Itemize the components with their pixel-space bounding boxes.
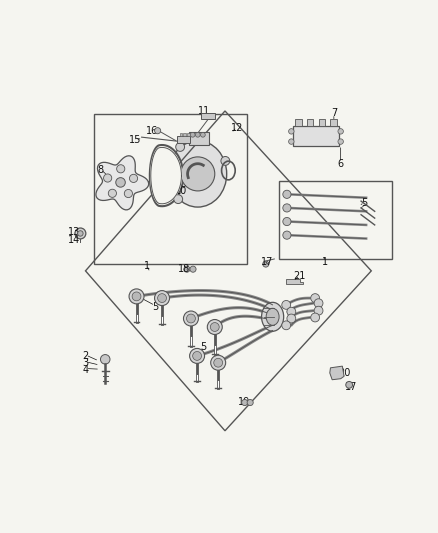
- Circle shape: [207, 319, 222, 335]
- Circle shape: [210, 355, 225, 370]
- Text: 1: 1: [143, 261, 149, 271]
- Bar: [183, 133, 185, 136]
- Circle shape: [129, 174, 137, 182]
- Text: 11: 11: [198, 106, 210, 116]
- Circle shape: [345, 382, 352, 388]
- Text: 18: 18: [178, 264, 190, 274]
- Ellipse shape: [169, 141, 226, 207]
- Circle shape: [286, 307, 295, 316]
- Circle shape: [186, 314, 195, 323]
- Circle shape: [282, 190, 290, 198]
- Circle shape: [314, 299, 322, 308]
- Polygon shape: [285, 279, 303, 285]
- Circle shape: [241, 399, 247, 406]
- Circle shape: [100, 354, 110, 364]
- Circle shape: [220, 157, 229, 165]
- Circle shape: [132, 292, 141, 301]
- Text: 5: 5: [360, 198, 367, 208]
- Text: 15: 15: [128, 135, 141, 145]
- Text: 17: 17: [261, 257, 273, 268]
- Circle shape: [183, 311, 198, 326]
- Circle shape: [116, 177, 125, 187]
- Circle shape: [154, 127, 160, 134]
- Circle shape: [190, 132, 194, 137]
- Circle shape: [189, 349, 204, 364]
- Circle shape: [262, 261, 268, 267]
- Circle shape: [337, 128, 343, 134]
- Text: 1: 1: [321, 257, 328, 268]
- Circle shape: [288, 128, 293, 134]
- Ellipse shape: [261, 302, 283, 331]
- Circle shape: [281, 301, 290, 309]
- Circle shape: [310, 313, 319, 322]
- Text: 5: 5: [199, 342, 205, 352]
- Bar: [330, 119, 336, 126]
- Bar: [293, 126, 338, 146]
- Circle shape: [78, 231, 83, 236]
- Polygon shape: [329, 366, 343, 379]
- Circle shape: [75, 228, 86, 239]
- Bar: [177, 136, 190, 143]
- Text: 13: 13: [67, 227, 80, 237]
- Text: 19: 19: [237, 397, 249, 407]
- Text: 16: 16: [145, 126, 158, 136]
- Circle shape: [190, 266, 196, 272]
- Circle shape: [213, 358, 222, 367]
- Text: 17: 17: [344, 382, 356, 392]
- Bar: [187, 133, 189, 136]
- Polygon shape: [150, 148, 181, 204]
- Text: 3: 3: [82, 358, 88, 368]
- Text: 7: 7: [330, 108, 336, 118]
- Circle shape: [337, 139, 343, 144]
- Circle shape: [184, 266, 190, 272]
- Text: 12: 12: [230, 123, 243, 133]
- Bar: [279, 181, 391, 259]
- Circle shape: [117, 165, 124, 173]
- Bar: [294, 119, 301, 126]
- Polygon shape: [149, 145, 183, 206]
- Circle shape: [108, 189, 116, 197]
- Circle shape: [129, 289, 144, 304]
- Text: 2: 2: [82, 351, 88, 361]
- Circle shape: [310, 294, 319, 303]
- Circle shape: [282, 217, 290, 225]
- Text: 20: 20: [337, 368, 350, 378]
- Text: 4: 4: [82, 365, 88, 375]
- Circle shape: [281, 321, 290, 330]
- Text: 10: 10: [174, 186, 187, 196]
- Circle shape: [286, 314, 295, 323]
- Circle shape: [314, 306, 322, 315]
- Circle shape: [175, 142, 184, 151]
- Circle shape: [282, 231, 290, 239]
- Circle shape: [282, 204, 290, 212]
- Circle shape: [210, 322, 219, 332]
- Bar: [306, 119, 313, 126]
- Circle shape: [173, 195, 182, 204]
- Bar: [94, 115, 247, 264]
- Circle shape: [288, 139, 293, 144]
- Bar: [318, 119, 325, 126]
- Circle shape: [124, 189, 132, 198]
- Text: 6: 6: [337, 159, 343, 169]
- Bar: [201, 112, 214, 119]
- Circle shape: [103, 174, 112, 182]
- Circle shape: [200, 132, 205, 137]
- Circle shape: [247, 399, 253, 406]
- Text: 21: 21: [293, 271, 305, 281]
- Circle shape: [180, 157, 214, 191]
- Bar: [179, 133, 182, 136]
- Circle shape: [195, 132, 200, 137]
- Ellipse shape: [265, 308, 279, 325]
- Polygon shape: [96, 156, 148, 210]
- Text: 5: 5: [152, 302, 158, 312]
- Circle shape: [154, 290, 169, 305]
- Text: 9: 9: [152, 155, 158, 165]
- Bar: [189, 132, 208, 145]
- Text: 8: 8: [98, 166, 104, 175]
- Text: 14: 14: [67, 235, 80, 245]
- Circle shape: [192, 351, 201, 360]
- Circle shape: [157, 294, 166, 303]
